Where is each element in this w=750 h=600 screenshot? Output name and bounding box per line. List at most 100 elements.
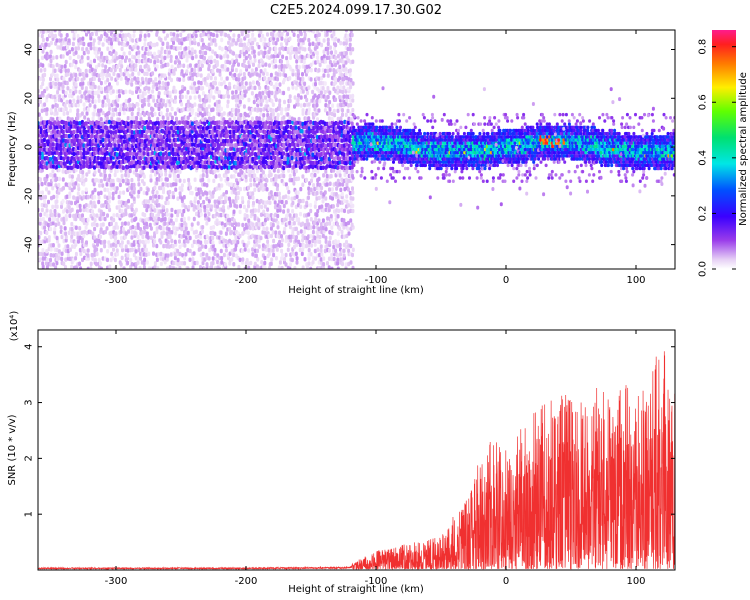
spectrogram-cell xyxy=(191,126,194,131)
spectrogram-cell xyxy=(91,256,95,261)
spectrogram-cell xyxy=(107,134,111,139)
spectrogram-cell xyxy=(301,72,304,77)
spectrogram-cell xyxy=(74,213,78,218)
spectrogram-cell xyxy=(325,134,329,139)
spectrogram-cell xyxy=(53,30,57,33)
spectrogram-cell xyxy=(203,121,207,126)
spectrogram-cell xyxy=(176,257,180,263)
spectrogram-cell xyxy=(66,252,70,258)
spectrogram-cell xyxy=(281,252,284,258)
spectrogram-cell xyxy=(214,76,217,81)
spectrogram-cell xyxy=(113,138,117,144)
spectrogram-cell xyxy=(53,173,57,178)
spectrogram-cell xyxy=(320,185,324,191)
spectrogram-cell xyxy=(310,178,313,183)
spectrogram-cell xyxy=(146,235,150,240)
spectrogram-cell xyxy=(261,117,265,122)
spectrogram-cell xyxy=(41,252,45,257)
spectrogram-cell xyxy=(309,134,313,139)
spectrogram-cell xyxy=(207,104,211,109)
spectrogram-cell xyxy=(277,191,281,197)
spectrogram-cell xyxy=(127,198,130,204)
spectrogram-cell xyxy=(99,164,103,169)
spectrogram-cell xyxy=(76,99,80,104)
spectrogram-cell xyxy=(194,186,198,192)
spectrogram-cell xyxy=(95,251,99,257)
spectrogram-cell xyxy=(323,126,327,131)
spectrogram-cell xyxy=(297,116,301,122)
spectrogram-cell xyxy=(85,73,89,78)
spectrogram-cell xyxy=(252,182,256,187)
spectrogram-cell xyxy=(119,266,123,269)
spectrogram-cell xyxy=(76,203,79,209)
spectrogram-cell xyxy=(282,77,286,83)
spectrogram-cell xyxy=(41,190,44,195)
spectrogram-cell xyxy=(213,247,217,253)
spectrogram-cell xyxy=(97,62,101,68)
spectrogram-cell xyxy=(279,147,283,153)
spectrogram-cell xyxy=(251,222,255,227)
spectrogram-cell xyxy=(136,45,140,50)
spectrogram-cell xyxy=(321,165,325,170)
spectrogram-cell xyxy=(166,81,170,86)
spectrogram-cell xyxy=(270,90,274,96)
spectrogram-cell xyxy=(41,81,45,86)
spectrogram-cell xyxy=(68,174,72,179)
spectrogram-cell xyxy=(41,216,45,222)
spectrogram-cell xyxy=(70,138,74,144)
spectrogram-cell xyxy=(254,253,258,258)
spectrogram-cell xyxy=(162,205,166,210)
spectrogram-cell xyxy=(255,161,259,166)
spectrogram-cell xyxy=(267,195,271,201)
spectrogram-cell xyxy=(267,143,271,149)
spectrogram-cell xyxy=(38,94,42,99)
spectrogram-cell xyxy=(91,99,95,104)
spectrogram-cell xyxy=(269,72,273,78)
spectrogram-cell xyxy=(137,59,141,64)
spectrogram-cell xyxy=(62,120,66,125)
spectrogram-cell xyxy=(90,31,94,37)
spectrogram-cell xyxy=(226,67,230,72)
spectrogram-cell xyxy=(78,235,82,240)
spectrogram-cell xyxy=(323,68,327,74)
spectrogram-cell xyxy=(114,243,118,248)
spectrogram-cell xyxy=(93,226,97,232)
spectrogram-cell xyxy=(167,134,171,139)
spectrogram-cell xyxy=(309,187,313,192)
spectrogram-cell xyxy=(282,68,286,73)
spectrogram-cell xyxy=(250,151,254,156)
spectrogram-cell xyxy=(53,33,57,39)
spectrogram-cell xyxy=(329,45,332,50)
spectrogram-cell xyxy=(45,174,49,179)
spectrogram-cell xyxy=(62,216,66,222)
spectrogram-cell xyxy=(45,98,49,103)
spectrogram-cell xyxy=(45,261,48,266)
spectrogram-cell xyxy=(115,186,119,191)
spectrogram-cell xyxy=(283,256,287,262)
spectrogram-cell xyxy=(118,54,122,60)
spectrogram-cell xyxy=(64,41,68,46)
spectrogram-cell xyxy=(74,216,78,222)
spectrogram-cell xyxy=(47,42,51,48)
spectrogram-cell xyxy=(248,81,252,86)
spectrogram-cell xyxy=(309,234,313,239)
spectrogram-cell xyxy=(296,190,300,195)
spectrogram-cell xyxy=(109,221,113,226)
spectrogram-cell xyxy=(111,191,115,197)
spectrogram-cell xyxy=(155,64,159,69)
spectrogram-cell xyxy=(292,181,296,186)
spectrogram-cell xyxy=(278,195,282,201)
spectrogram-cell xyxy=(66,86,70,91)
spectrogram-cell xyxy=(178,265,182,269)
spectrogram-cell xyxy=(255,222,259,227)
spectrogram-cell xyxy=(54,265,58,269)
spectrogram-cell xyxy=(312,183,316,188)
spectrogram-cell xyxy=(131,90,134,96)
spectrogram-cell xyxy=(268,265,272,269)
spectrogram-cell xyxy=(196,221,200,226)
spectrogram-cell xyxy=(39,76,43,82)
spectrogram-cell xyxy=(147,112,151,117)
spectrogram-cell xyxy=(288,173,292,179)
spectrogram-cell xyxy=(87,125,91,131)
spectrogram-cell xyxy=(295,194,299,199)
